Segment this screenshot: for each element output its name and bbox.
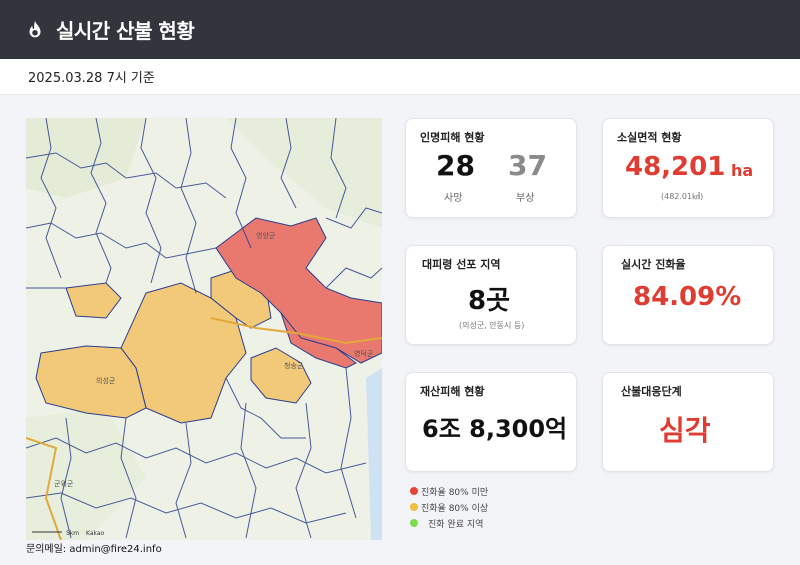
fire-icon: [29, 20, 41, 37]
injured-value: 37: [508, 149, 547, 182]
dead-value: 28: [436, 149, 475, 182]
property-value: 6조 8,300억: [422, 415, 568, 443]
area-label: 소실면적 현황: [617, 131, 682, 144]
containment-card: 실시간 진화율 84.09%: [602, 245, 774, 345]
evac-sub: (의성군, 안동시 등): [459, 321, 525, 330]
legend-label: 진화 완료 지역: [428, 519, 484, 530]
zone-below-80: [215, 217, 382, 364]
legend-dot-icon: [410, 519, 418, 527]
date-bar: 2025.03.28 7시 기준: [0, 59, 800, 95]
place-label: 군위군: [54, 480, 74, 488]
casualty-label: 인명피해 현황: [420, 131, 485, 144]
map-canvas: 영양군 의성군 청송군 영덕군 군위군 5km Kakao: [26, 118, 382, 540]
fire-map[interactable]: 영양군 의성군 청송군 영덕군 군위군 5km Kakao: [26, 118, 382, 540]
map-legend: 진화율 80% 미만 진화율 80% 이상 진화 완료 지역: [410, 483, 488, 531]
burned-area-card: 소실면적 현황 48,201 ha (482.01㎢): [602, 118, 774, 218]
legend-item: 진화 완료 지역: [410, 515, 488, 531]
place-label: 의성군: [96, 376, 116, 385]
contain-label: 실시간 진화율: [621, 258, 686, 271]
level-label: 산불대응단계: [621, 385, 682, 398]
evac-value: 8곳: [468, 286, 511, 316]
area-sub: (482.01㎢): [661, 192, 704, 201]
contain-value: 84.09%: [633, 282, 742, 312]
page-title: 실시간 산불 현황: [56, 19, 195, 43]
casualty-card: 인명피해 현황 28 사망 37 부상: [405, 118, 577, 218]
map-attribution: Kakao: [86, 530, 105, 537]
update-timestamp: 2025.03.28 7시 기준: [28, 71, 155, 86]
place-label: 영양군: [256, 231, 276, 240]
area-unit: ha: [731, 161, 754, 180]
legend-label: 진화율 80% 미만: [421, 487, 489, 498]
place-label: 영덕군: [354, 349, 374, 358]
property-label: 재산피해 현황: [420, 385, 485, 398]
legend-item: 진화율 80% 이상: [410, 499, 488, 515]
legend-dot-icon: [410, 503, 418, 511]
place-label: 청송군: [284, 362, 304, 370]
evac-label: 대피령 선포 지역: [422, 258, 501, 271]
legend-dot-icon: [410, 487, 418, 495]
page-header: 실시간 산불 현황: [0, 0, 800, 59]
injured-label: 부상: [516, 193, 535, 204]
property-damage-card: 재산피해 현황 6조 8,300억: [405, 372, 577, 472]
level-value: 심각: [659, 414, 711, 447]
area-value: 48,201: [625, 152, 726, 182]
response-level-card: 산불대응단계 심각: [602, 372, 774, 472]
map-scale: 5km: [66, 530, 79, 537]
contact-email: 문의메일: admin@fire24.info: [26, 544, 162, 555]
legend-label: 진화율 80% 이상: [421, 503, 489, 514]
legend-item: 진화율 80% 미만: [410, 483, 488, 499]
evacuation-card: 대피령 선포 지역 8곳 (의성군, 안동시 등): [405, 245, 577, 345]
dead-label: 사망: [444, 193, 463, 204]
